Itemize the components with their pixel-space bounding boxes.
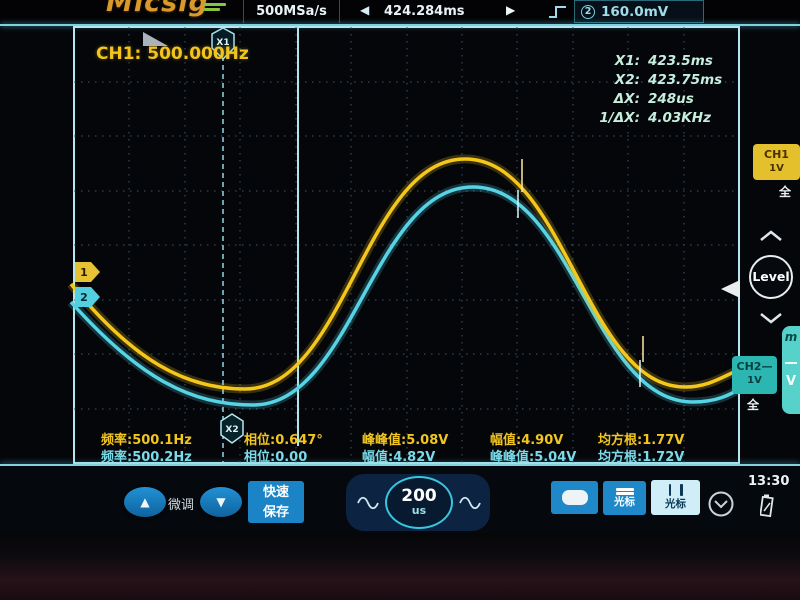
logo-green-mark [204,3,226,6]
meas-ch1-frequency: 频率:500.1Hz [101,433,192,448]
pan-right-arrow[interactable]: ▶ [506,3,516,17]
cursor-x1-badge-label: X1 [216,38,229,48]
x1-label: X1: [614,53,640,69]
x1-value: 423.5ms [648,53,713,69]
brand-logo: Micsig [106,0,209,18]
graticule-svg: X1 1 2 [67,26,744,464]
dx-value: 248us [648,91,694,107]
chevron-down-icon [714,500,728,509]
trigger-level-box[interactable]: 2 160.0mV [574,0,704,23]
vertical-cursor-icon [668,484,683,496]
trigger-level-arrow[interactable] [721,280,740,298]
oscilloscope-screen: Micsig 500MSa/s ◀ 424.284ms ▶ 2 160.0mV [0,0,800,533]
down-arrow-icon: ▼ [216,495,226,509]
bottom-control-bar: ▲ 微调 ▼ 快速 保存 200 us [0,466,800,533]
meas-ch2-frequency: 频率:500.2Hz [101,450,192,465]
timebase-knob[interactable]: 200 us [385,476,453,529]
pan-left-arrow[interactable]: ◀ [360,3,370,17]
ch1-position-marker[interactable]: 1 [75,262,100,282]
vertical-cursor-button-active[interactable]: 光标 [651,480,700,515]
horizontal-cursor-label: 光标 [614,496,635,509]
trigger-level-control[interactable]: Level [742,230,800,324]
cursor-x1-badge[interactable]: X1 [211,27,235,61]
vertical-cursor-label: 光标 [665,498,686,510]
ch1-waveform-glow [67,154,743,394]
meas-ch1-amplitude: 幅值:4.90V [490,433,564,448]
scale-flyout-panel[interactable]: m V [782,326,800,414]
fine-tune-down-button[interactable]: ▼ [200,487,242,517]
up-arrow-icon: ▲ [140,495,150,509]
rising-edge-trigger-icon [549,6,566,18]
device-bezel [0,533,800,600]
corner-fold-handle[interactable] [143,32,168,46]
trigger-level-value: 160.0mV [601,3,669,20]
ch2-channel-button[interactable]: CH2— 1V [732,356,777,394]
top-status-bar: Micsig 500MSa/s ◀ 424.284ms ▶ 2 160.0mV [0,0,800,24]
level-knob[interactable] [749,255,793,299]
ch1-channel-button[interactable]: CH1 1V [753,144,800,180]
trigger-source-ch2-icon: 2 [581,4,595,19]
cursor-readout-panel: X1: 423.5ms X2: 423.75ms ΔX: 248us 1/ΔX: 4.0… [588,52,758,128]
fine-tune-up-button[interactable]: ▲ [124,487,166,517]
battery-icon [760,494,774,518]
level-label: Level [752,269,789,284]
screenshot-button[interactable] [551,481,598,514]
ch2-channel-scale: 1V [747,375,762,386]
sample-rate-box: 500MSa/s [243,0,340,23]
scale-flyout-top-label: m [784,330,798,344]
x2-value: 423.75ms [648,72,723,88]
meas-ch1-phase: 相位:0.647° [244,433,323,448]
ch1-channel-scale: 1V [769,163,784,174]
scale-flyout-bottom-label: V [785,374,797,389]
level-up-chevron-icon[interactable] [760,230,782,241]
meas-ch2-amplitude: 幅值:4.82V [362,450,436,465]
fine-tune-label: 微调 [168,498,195,513]
meas-ch1-peak-to-peak: 峰峰值:5.08V [362,433,449,448]
horizontal-cursor-button[interactable]: 光标 [603,481,646,515]
ch1-frequency-label: CH1: 500.000Hz [96,44,249,64]
meas-ch2-peak-to-peak: 峰峰值:5.04V [490,450,577,465]
quick-save-button[interactable]: 快速 保存 [248,481,304,523]
cursor-x2-badge-label: X2 [225,425,238,435]
inv-dx-label: 1/ΔX: [599,110,640,126]
quick-save-label-line2: 保存 [262,505,289,520]
x2-label: X2: [614,72,640,88]
level-down-chevron-icon[interactable] [760,313,782,324]
grid-bottom-divider [0,464,800,466]
ch2-position-marker-label: 2 [80,291,88,304]
logo-green-mark [204,8,220,11]
ch2-mode-label: 全 [747,398,760,412]
cursor-x2-badge[interactable]: X2 [217,412,247,446]
sine-wave-icon [357,496,379,510]
trigger-position-value: 424.284ms [384,4,465,19]
timebase-unit: us [411,504,427,517]
ch2-position-marker[interactable]: 2 [75,287,100,307]
waveform-display-area[interactable]: X1 1 2 [67,26,744,464]
ch2-waveform [69,185,742,407]
ch1-position-marker-label: 1 [80,266,88,279]
ch1-mode-label: 全 [779,185,792,199]
screen-divider [0,24,800,26]
ch1-waveform [69,157,742,391]
collapse-menu-button[interactable] [707,490,735,518]
sine-wave-icon [459,496,481,510]
meas-ch1-rms: 均方根:1.77V [598,433,685,448]
dx-label: ΔX: [613,91,640,107]
screenshot-icon [561,490,588,505]
horizontal-cursor-icon [615,487,634,497]
inv-dx-value: 4.03KHz [648,110,711,126]
meas-ch2-phase: 相位:0.00 [244,450,308,465]
timebase-value: 200 [401,486,437,506]
clock-display: 13:30 [748,474,790,489]
meas-ch2-rms: 均方根:1.72V [598,450,685,465]
ch1-channel-button-label: CH1 [764,148,789,161]
scale-flyout-divider [785,362,797,364]
sample-rate-value: 500MSa/s [256,4,327,19]
ch2-channel-button-label: CH2— [736,360,773,373]
timebase-control[interactable]: 200 us [346,474,490,531]
quick-save-label-line1: 快速 [262,485,289,500]
